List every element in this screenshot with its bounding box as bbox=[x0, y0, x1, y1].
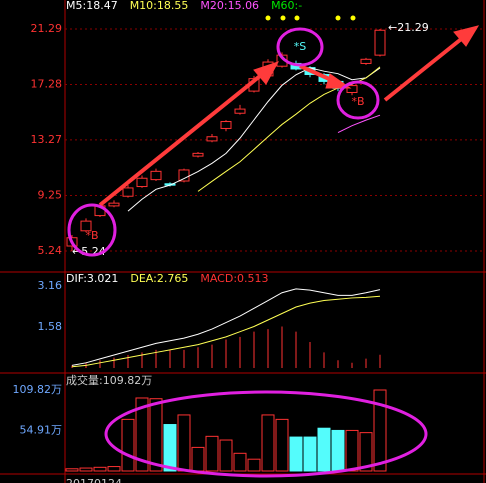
legend-entry: M20:15.06 bbox=[200, 0, 259, 12]
signal-dot bbox=[294, 15, 300, 21]
candle-body bbox=[346, 85, 358, 93]
y-tick-label: 54.91万 bbox=[20, 424, 63, 437]
signal-dot bbox=[335, 15, 341, 21]
series-line bbox=[71, 295, 381, 368]
series-line bbox=[337, 114, 381, 134]
annotation: *B bbox=[351, 95, 364, 108]
volume-bar bbox=[93, 466, 107, 472]
date-label: 20170124 bbox=[66, 477, 122, 483]
volume-bar bbox=[79, 467, 93, 472]
arrows bbox=[98, 25, 480, 207]
signal-dot bbox=[350, 15, 356, 21]
annotation: *S bbox=[294, 40, 307, 53]
volume-bar bbox=[107, 466, 121, 472]
candle-body bbox=[206, 136, 218, 142]
candle-body bbox=[192, 152, 204, 157]
candle-body bbox=[108, 202, 120, 207]
y-tick-label: 1.58 bbox=[38, 320, 63, 333]
candle-body bbox=[234, 108, 246, 114]
candle-body bbox=[374, 29, 386, 56]
legend-entry: MACD:0.513 bbox=[200, 272, 268, 285]
volume-bar bbox=[163, 424, 177, 472]
y-tick-label: 13.27 bbox=[31, 133, 63, 146]
volume-bar bbox=[373, 389, 387, 472]
decorations bbox=[67, 15, 480, 478]
volume-bar bbox=[359, 432, 373, 472]
volume-bar bbox=[303, 436, 317, 472]
volume-bar bbox=[205, 435, 219, 472]
arrow bbox=[383, 34, 467, 102]
volume-bar bbox=[331, 429, 345, 472]
y-tick-label: 5.24 bbox=[38, 244, 63, 257]
y-tick-label: 3.16 bbox=[38, 279, 63, 292]
volume-bar bbox=[135, 397, 149, 472]
legend-entry: DIF:3.021 bbox=[66, 272, 118, 285]
candle-body bbox=[178, 169, 190, 182]
volume-bar bbox=[65, 468, 79, 472]
series-line bbox=[127, 67, 381, 212]
signal-dot bbox=[280, 15, 286, 21]
candle-body bbox=[80, 220, 92, 232]
series-line bbox=[71, 288, 381, 366]
arrow-head bbox=[325, 73, 352, 89]
volume-bar bbox=[317, 427, 331, 472]
volume-bar bbox=[247, 458, 261, 472]
legend-entry: M10:18.55 bbox=[130, 0, 189, 12]
volume-bar bbox=[275, 418, 289, 472]
candle-body bbox=[136, 177, 148, 188]
legend-entry: DEA:2.765 bbox=[130, 272, 188, 285]
volume-bar bbox=[121, 418, 135, 472]
y-tick-label: 17.28 bbox=[31, 77, 63, 90]
annotation: *B bbox=[85, 229, 98, 242]
y-tick-label: 21.29 bbox=[31, 22, 63, 35]
highlights bbox=[67, 27, 428, 478]
candle-body bbox=[150, 170, 162, 181]
volume-bar bbox=[191, 446, 205, 472]
volume-bar bbox=[345, 429, 359, 472]
volume-bar bbox=[289, 436, 303, 472]
legend-entry: M5:18.47 bbox=[66, 0, 118, 12]
volume-bar bbox=[233, 452, 247, 472]
highlight-ellipse bbox=[336, 80, 380, 120]
y-tick-label: 9.25 bbox=[38, 189, 63, 202]
candle-body bbox=[220, 121, 232, 129]
volume-bar bbox=[219, 439, 233, 472]
arrow-head bbox=[253, 61, 280, 85]
signal-dot bbox=[265, 15, 271, 21]
arrow-head bbox=[453, 25, 480, 47]
highlight-ellipse bbox=[67, 203, 117, 257]
highlight-ellipse bbox=[276, 27, 324, 67]
annotation: ←21.29 bbox=[388, 21, 429, 34]
volume-bar bbox=[149, 398, 163, 472]
legend-entry: M60:- bbox=[271, 0, 302, 12]
highlight-ellipse bbox=[104, 390, 428, 478]
volume-bar bbox=[261, 414, 275, 472]
volume-title: 成交量:109.82万 bbox=[66, 373, 152, 387]
candle-body bbox=[360, 58, 372, 64]
y-tick-label: 109.82万 bbox=[13, 383, 63, 396]
candle-body bbox=[122, 187, 134, 197]
arrow bbox=[98, 70, 267, 207]
volume-bar bbox=[177, 414, 191, 472]
